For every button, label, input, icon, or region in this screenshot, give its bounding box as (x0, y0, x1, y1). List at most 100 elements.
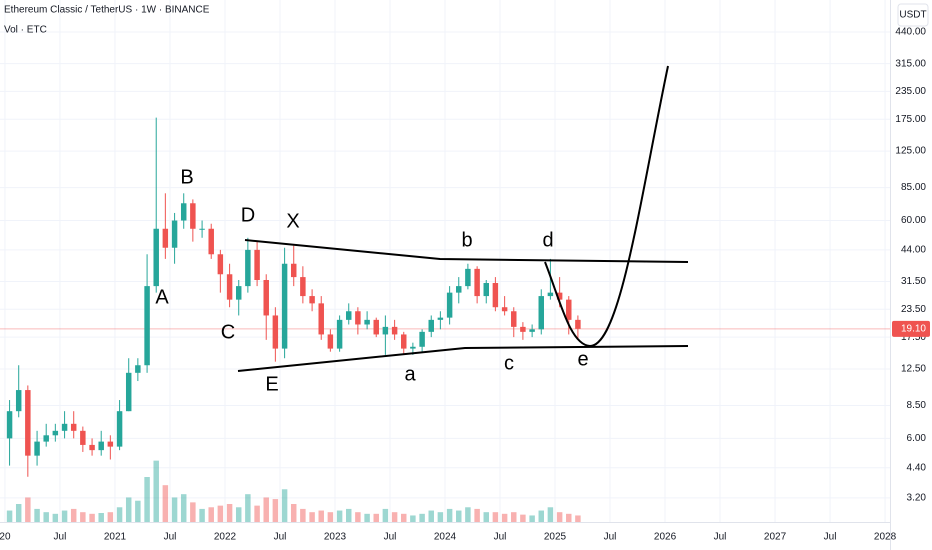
volume-bar (373, 513, 379, 522)
candle-body (410, 346, 416, 349)
volume-bar (226, 504, 233, 522)
y-tick-label: 44.00 (901, 245, 926, 256)
x-tick-label: Jul (494, 532, 507, 543)
volume-label: Vol · ETC (4, 25, 47, 36)
candle-body (226, 274, 233, 300)
volume-bar (52, 513, 59, 522)
candle-body (290, 263, 297, 278)
candle-body (171, 220, 178, 248)
candle-body (529, 329, 535, 332)
candle-body (15, 390, 22, 412)
candle-body (355, 311, 361, 325)
candle-body (25, 390, 31, 456)
x-tick-label: 2023 (324, 532, 347, 543)
volume-bar (483, 512, 489, 522)
candle-body (419, 331, 425, 347)
volume-bar (263, 497, 269, 522)
x-tick-label: Jul (824, 532, 837, 543)
volume-bar (272, 499, 279, 522)
y-tick-label: 440.00 (895, 27, 926, 38)
candle-body (345, 311, 352, 320)
candle-body (125, 372, 132, 412)
volume-bar (254, 505, 260, 522)
candle-body (300, 277, 306, 297)
wave-label: D (241, 204, 255, 226)
candle-body (34, 441, 40, 456)
volume-bar (43, 512, 49, 522)
candle-body (272, 315, 279, 349)
candle-body (61, 423, 68, 431)
lower-trendline (237, 345, 689, 372)
volume-bar (171, 497, 178, 522)
volume-bar (575, 515, 581, 522)
volume-bar (318, 510, 324, 522)
candle-body (245, 249, 251, 287)
y-tick-label: 3.20 (907, 493, 927, 504)
drawings (237, 65, 689, 372)
x-tick-label: Jul (274, 532, 287, 543)
wave-label: E (265, 373, 278, 395)
candle-body (373, 319, 379, 335)
x-tick-label: 2024 (434, 532, 457, 543)
candle-body (401, 334, 407, 349)
candle-body (446, 292, 453, 318)
candle-body (199, 228, 205, 230)
projection-curve (544, 65, 669, 348)
candle-body (566, 299, 572, 320)
candle-body (520, 326, 526, 332)
volume-bar (446, 508, 453, 522)
volume-bar (98, 513, 104, 522)
wave-label: d (542, 229, 553, 251)
candle-body (135, 365, 141, 373)
x-tick-label: Jul (384, 532, 397, 543)
volume-bar (235, 507, 242, 522)
y-tick-label: 60.00 (901, 215, 926, 226)
candle-body (208, 228, 214, 255)
volume-bar (382, 508, 389, 522)
x-tick-label: Jul (714, 532, 727, 543)
candle-body (144, 286, 150, 366)
volume-bar (419, 513, 425, 522)
volume-bar (410, 515, 416, 522)
volume-bar (6, 510, 13, 522)
volume-bar (511, 512, 517, 522)
volume-bar (162, 485, 169, 522)
candle-body (318, 303, 324, 335)
y-tick-label: 17.50 (901, 332, 926, 343)
candle-body (309, 296, 315, 304)
currency-button[interactable] (897, 3, 929, 27)
candle-body (511, 311, 517, 327)
wave-label: c (504, 352, 514, 374)
y-tick-label: 235.00 (895, 86, 926, 97)
volume-bar (245, 494, 251, 522)
candle-body (382, 326, 389, 335)
candle-body (428, 319, 434, 332)
volume-bar (144, 477, 150, 522)
candle-body (6, 411, 13, 439)
volume-bar (465, 507, 471, 522)
candle-body (107, 441, 114, 447)
volume-bar (492, 512, 499, 522)
candle-body (263, 280, 269, 316)
candle-body (190, 203, 196, 229)
candle-body (556, 292, 563, 300)
y-tick-label: 6.00 (907, 433, 927, 444)
candle-body (180, 203, 187, 221)
candle-body (281, 263, 288, 349)
candle-body (89, 444, 95, 451)
volume-bar (153, 460, 159, 522)
candle-body (538, 296, 545, 330)
x-tick-label: 2025 (544, 532, 567, 543)
volume-bar (61, 510, 68, 522)
y-tick-label: 85.00 (901, 182, 926, 193)
volume-bar (456, 510, 462, 522)
y-tick-label: 175.00 (895, 114, 926, 125)
volume-bar (80, 512, 86, 522)
volume-bar (25, 497, 31, 522)
volume-bar (501, 513, 508, 522)
candle-body (98, 441, 104, 451)
candle-body (43, 435, 49, 442)
x-tick-label: 2022 (214, 532, 237, 543)
volume-bar (125, 497, 132, 522)
